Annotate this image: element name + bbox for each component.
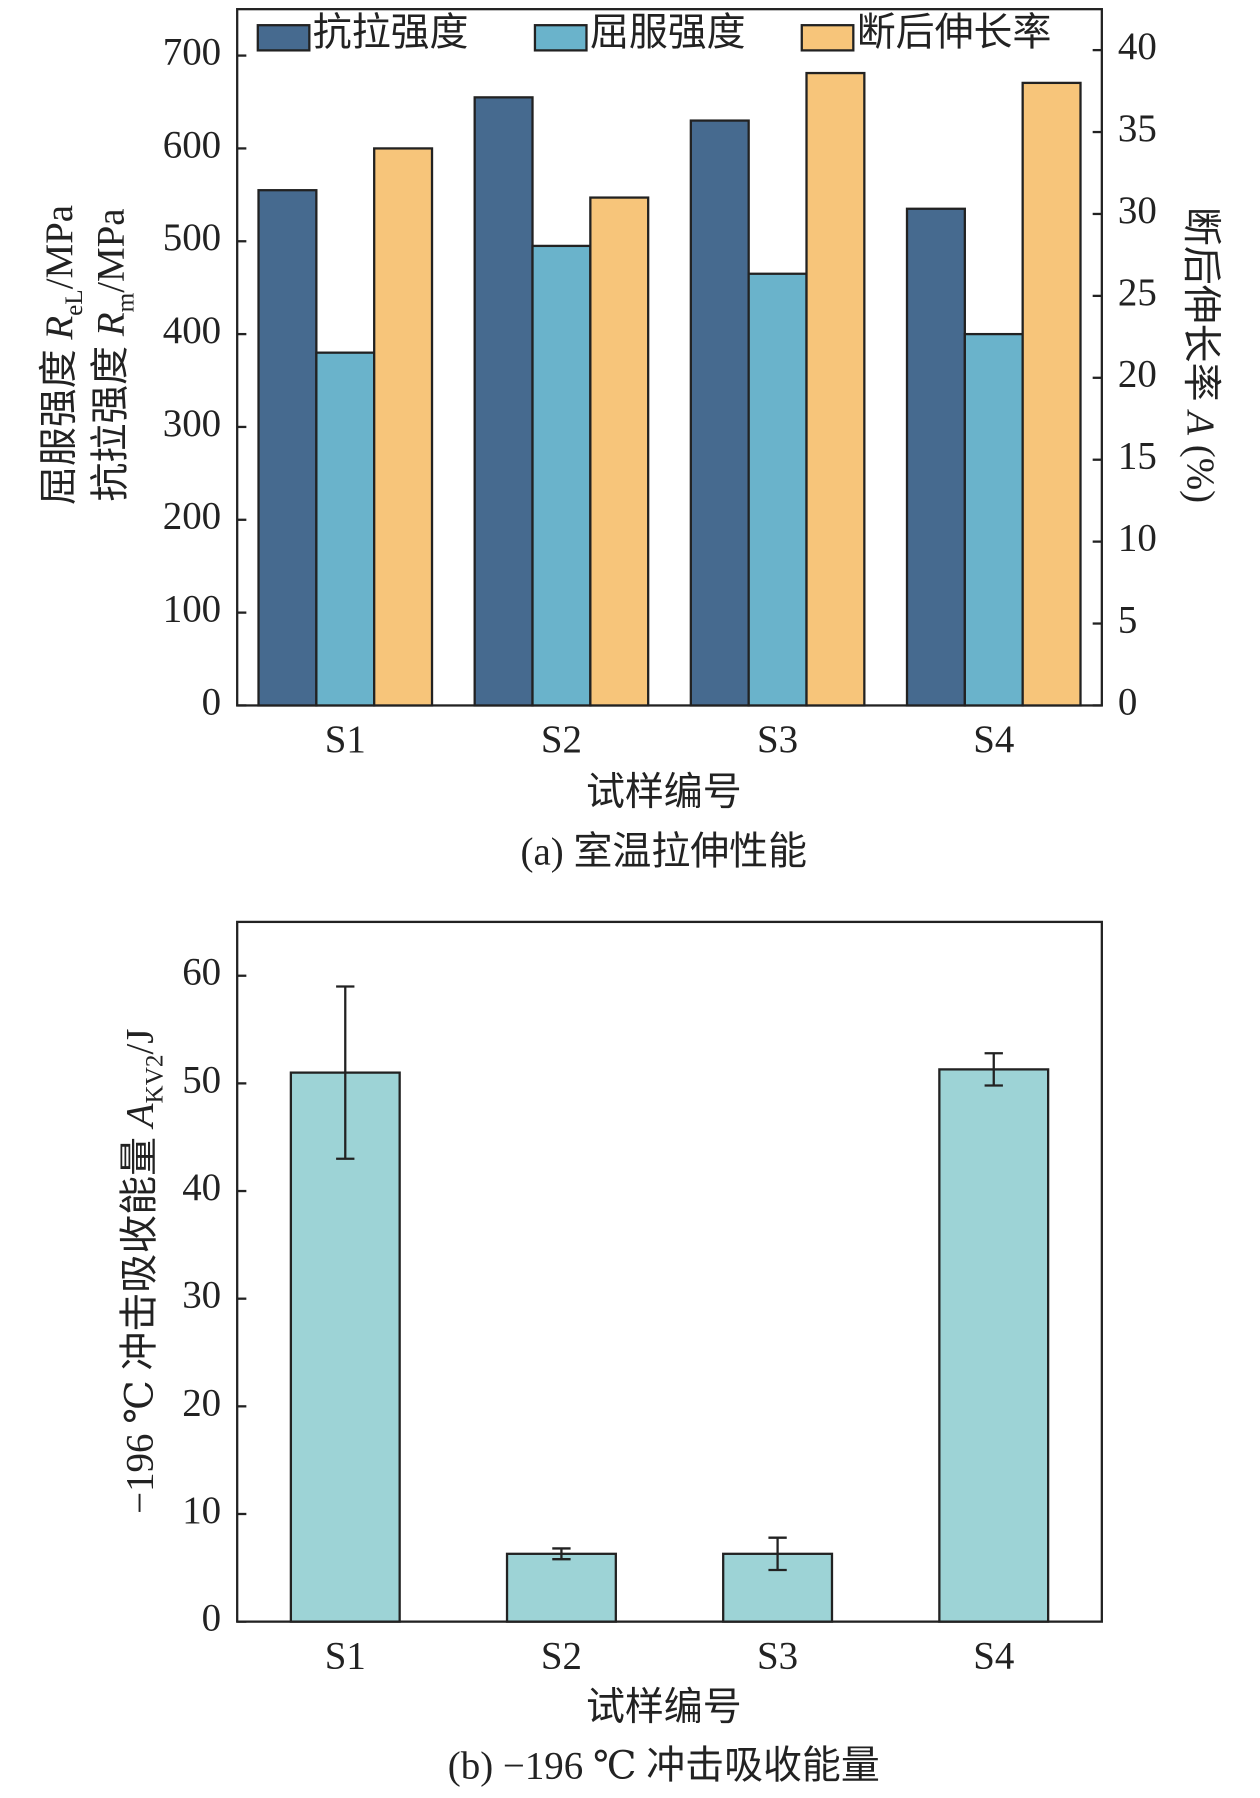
y-tick-label: 100 <box>163 588 221 631</box>
y-axis-label-part: −196 ℃ 冲击吸收能量 <box>118 1127 161 1514</box>
bar <box>747 272 808 707</box>
y-axis-label-part: R <box>90 312 133 337</box>
y-axis-label-part: R <box>38 316 81 341</box>
bar <box>589 196 650 707</box>
y-tick-label: 300 <box>163 402 221 445</box>
bar <box>805 71 866 707</box>
y-axis-label-part: /J <box>118 1029 161 1055</box>
bar <box>289 1071 401 1623</box>
y-axis-label: 抗拉强度 Rm/MPa <box>90 208 140 501</box>
y-tick-label: 0 <box>202 1597 221 1640</box>
y2-tick-label: 20 <box>1118 353 1157 396</box>
y2-tick-label: 30 <box>1118 189 1157 232</box>
bar <box>938 1068 1050 1623</box>
y-tick-label: 30 <box>182 1274 221 1317</box>
y-tick-label: 600 <box>163 123 221 166</box>
x-tick-label: S2 <box>541 1634 582 1677</box>
y-axis-label-part: /MPa <box>38 205 81 289</box>
y-axis-label-part: 屈服强度 <box>38 340 81 505</box>
y-tick-label: 700 <box>163 31 221 74</box>
y-tick-label: 0 <box>202 680 221 723</box>
y-axis-label-part: 抗拉强度 <box>90 336 133 501</box>
x-axis-label: 试样编号 <box>586 1686 742 1729</box>
y2-tick-label: 25 <box>1118 271 1157 314</box>
y-axis-label-part: /MPa <box>90 208 133 292</box>
y2-tick-label: 35 <box>1118 107 1157 150</box>
legend-label: 屈服强度 <box>590 12 746 55</box>
y2-tick-label: 0 <box>1118 680 1137 723</box>
y-tick-label: 40 <box>182 1166 221 1209</box>
x-tick-label: S2 <box>541 718 582 761</box>
legend-swatch <box>256 24 311 52</box>
y2-axis-label: 断后伸长率 A (%) <box>1179 207 1222 503</box>
x-axis-label: 试样编号 <box>586 771 742 814</box>
bar <box>257 189 318 707</box>
y-tick-label: 50 <box>182 1058 221 1101</box>
x-tick-label: S3 <box>757 718 798 761</box>
caption: (a) 室温拉伸性能 <box>521 830 807 873</box>
legend-swatch <box>800 24 855 52</box>
y-axis-label-part: KV2 <box>142 1054 169 1103</box>
y-tick-label: 400 <box>163 309 221 352</box>
x-tick-label: S4 <box>973 1634 1014 1677</box>
y2-axis-label-part: 断后伸长率 <box>1179 207 1222 411</box>
bar <box>689 119 750 707</box>
y2-axis-label-part: A <box>1179 408 1222 435</box>
bar <box>1021 81 1082 707</box>
x-tick-label: S4 <box>973 718 1014 761</box>
y-axis-label: −196 ℃ 冲击吸收能量 AKV2/J <box>118 1029 168 1514</box>
bar <box>963 332 1024 707</box>
bar <box>905 207 966 707</box>
y-tick-label: 20 <box>182 1381 221 1424</box>
y-tick-label: 60 <box>182 951 221 994</box>
x-tick-label: S3 <box>757 1634 798 1677</box>
y-tick-label: 200 <box>163 495 221 538</box>
y2-axis-label-part: (%) <box>1179 435 1222 503</box>
bar <box>505 1552 617 1623</box>
y2-tick-label: 5 <box>1118 598 1137 641</box>
caption: (b) −196 ℃ 冲击吸收能量 <box>448 1744 880 1787</box>
legend-label: 抗拉强度 <box>313 12 469 55</box>
y-axis-label-part: m <box>113 292 140 312</box>
y-tick-label: 10 <box>182 1489 221 1532</box>
bar <box>531 244 592 707</box>
y-axis-label-part: eL <box>61 289 88 316</box>
y-tick-label: 500 <box>163 216 221 259</box>
x-tick-label: S1 <box>325 718 366 761</box>
plot-frame <box>236 920 1103 1623</box>
legend-label: 断后伸长率 <box>857 12 1052 55</box>
x-tick-label: S1 <box>325 1634 366 1677</box>
bar <box>315 351 376 707</box>
y-axis-label-part: A <box>118 1103 161 1130</box>
y2-tick-label: 15 <box>1118 435 1157 478</box>
y-axis-label: 屈服强度 ReL/MPa <box>38 205 88 505</box>
bar <box>373 147 434 707</box>
y2-tick-label: 40 <box>1118 25 1157 68</box>
y2-tick-label: 10 <box>1118 517 1157 560</box>
legend-swatch <box>533 24 588 52</box>
bar <box>473 96 534 707</box>
plot-frame <box>236 8 1103 707</box>
